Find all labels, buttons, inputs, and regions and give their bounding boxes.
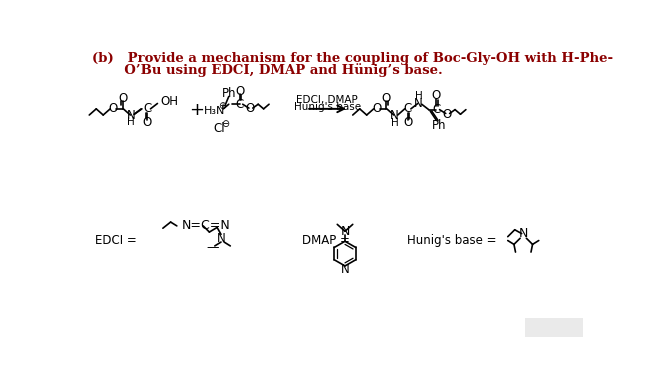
Text: N: N	[340, 225, 349, 238]
Text: DMAP =: DMAP =	[303, 234, 350, 247]
Text: Cl: Cl	[214, 122, 225, 135]
Text: O’Bu using EDCI, DMAP and Hünig’s base.: O’Bu using EDCI, DMAP and Hünig’s base.	[93, 62, 443, 77]
Text: O: O	[443, 108, 452, 121]
Bar	[525, 317, 583, 337]
Text: N: N	[216, 232, 226, 245]
Text: O: O	[246, 102, 255, 115]
Text: O: O	[143, 116, 152, 129]
Text: N: N	[340, 263, 349, 275]
Text: O: O	[372, 102, 381, 115]
Text: EDCI =: EDCI =	[95, 234, 137, 247]
Text: O: O	[235, 85, 244, 98]
Text: Ph: Ph	[432, 118, 446, 131]
Text: C: C	[404, 102, 412, 115]
Text: N: N	[391, 109, 399, 122]
Text: O: O	[432, 89, 441, 102]
Text: C: C	[432, 103, 441, 116]
Text: N: N	[518, 227, 528, 240]
Text: N: N	[126, 109, 136, 122]
Text: H: H	[127, 117, 135, 127]
Text: —: —	[206, 241, 218, 254]
Text: (b)   Provide a mechanism for the coupling of Boc-Gly-OH with H-Phe-: (b) Provide a mechanism for the coupling…	[93, 52, 614, 65]
Text: O: O	[381, 91, 391, 104]
Text: C: C	[143, 102, 151, 115]
Text: EDCI, DMAP: EDCI, DMAP	[296, 94, 358, 105]
Text: ⊕: ⊕	[218, 101, 226, 111]
Text: Hunig's base =: Hunig's base =	[407, 234, 497, 247]
Text: H: H	[391, 118, 398, 128]
Text: OH: OH	[160, 94, 179, 108]
Text: Hunig's base: Hunig's base	[293, 102, 361, 112]
Text: Ph: Ph	[222, 87, 236, 100]
Text: +: +	[188, 101, 203, 118]
Text: O: O	[109, 102, 118, 115]
Text: ⊖: ⊖	[221, 119, 229, 129]
Text: N: N	[414, 97, 423, 110]
Text: O: O	[118, 91, 127, 104]
Text: N=C=N: N=C=N	[181, 219, 230, 232]
Text: H₃N: H₃N	[204, 106, 226, 116]
Text: O: O	[403, 116, 413, 129]
Text: C: C	[235, 98, 244, 111]
Text: H: H	[415, 91, 422, 101]
